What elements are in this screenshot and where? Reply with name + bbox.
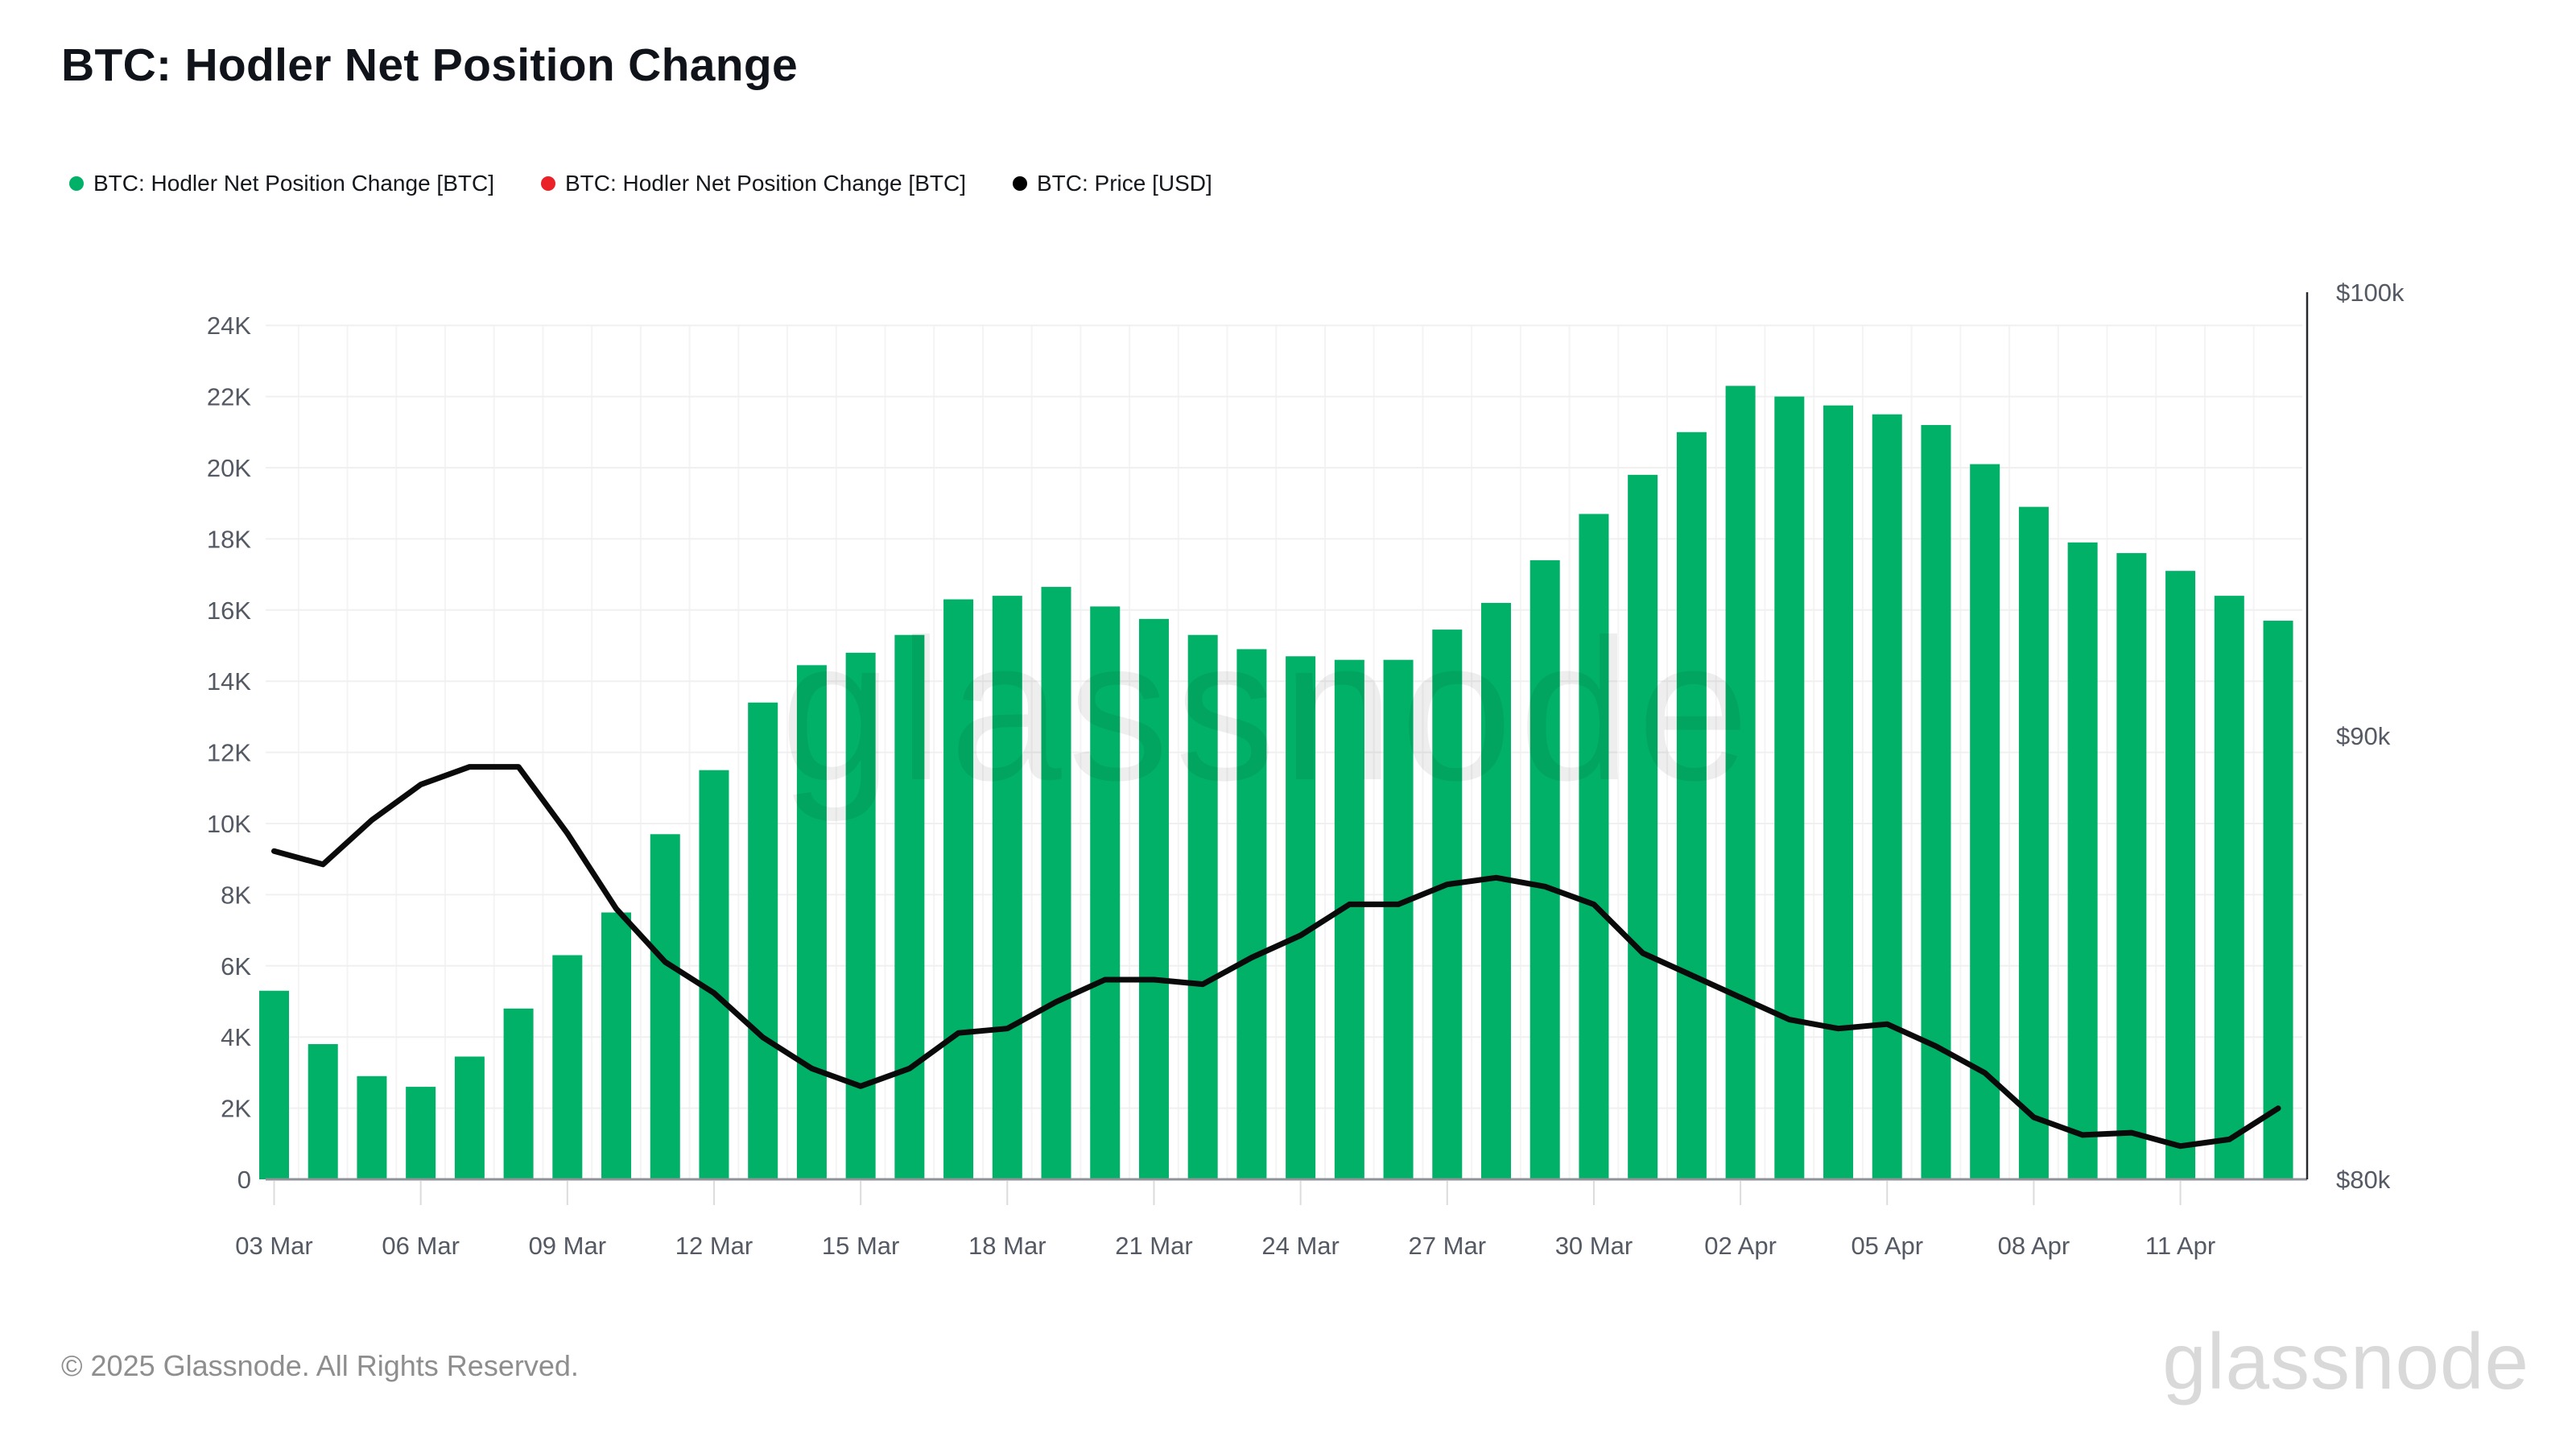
bar-23-Mar[interactable] xyxy=(1236,649,1267,1179)
bar-12-Mar[interactable] xyxy=(699,770,729,1179)
bar-29-Mar[interactable] xyxy=(1530,559,1560,1179)
x-tick-label: 15 Mar xyxy=(822,1232,899,1260)
bar-10-Mar[interactable] xyxy=(601,912,632,1180)
x-tick-label: 24 Mar xyxy=(1261,1232,1339,1260)
x-tick-label: 05 Apr xyxy=(1851,1232,1923,1260)
bar-18-Mar[interactable] xyxy=(992,596,1022,1179)
bar-01-Apr[interactable] xyxy=(1676,431,1707,1179)
bar-05-Apr[interactable] xyxy=(1872,414,1902,1179)
left-y-tick-label: 4K xyxy=(221,1023,251,1051)
bar-03-Apr[interactable] xyxy=(1774,396,1805,1180)
left-y-axis-labels: 0 2K 4K 6K 8K 10K 12K 14K 16K 18K 20K 22K 24K xyxy=(207,312,251,1194)
bar-13-Mar[interactable] xyxy=(748,702,778,1179)
bar-13-Apr[interactable] xyxy=(2263,621,2293,1179)
left-y-tick-label: 24K xyxy=(207,312,251,340)
bar-02-Apr[interactable] xyxy=(1725,386,1756,1180)
bar-09-Mar[interactable] xyxy=(552,955,583,1179)
x-tick-label: 30 Mar xyxy=(1555,1232,1633,1260)
bar-06-Apr[interactable] xyxy=(1921,424,1951,1179)
bar-27-Mar[interactable] xyxy=(1432,630,1463,1179)
x-tick-label: 03 Mar xyxy=(235,1232,312,1260)
legend-item-hodler-net-position-change-negative[interactable]: BTC: Hodler Net Position Change [BTC] xyxy=(540,171,966,196)
legend-item-btc-price[interactable]: BTC: Price [USD] xyxy=(1012,171,1212,196)
right-y-tick-label: $100k xyxy=(2336,279,2405,307)
bar-25-Mar[interactable] xyxy=(1334,659,1364,1179)
bar-11-Mar[interactable] xyxy=(650,834,680,1179)
bar-04-Apr[interactable] xyxy=(1823,405,1854,1179)
x-tick-label: 11 Apr xyxy=(2145,1232,2215,1260)
bar-04-Mar[interactable] xyxy=(308,1044,338,1179)
x-tick-label: 27 Mar xyxy=(1409,1232,1486,1260)
x-tick-label: 02 Apr xyxy=(1704,1232,1777,1260)
glassnode-watermark: glassnode xyxy=(780,597,1756,822)
x-tick-label: 21 Mar xyxy=(1115,1232,1192,1260)
legend-item-hodler-net-position-change-positive[interactable]: BTC: Hodler Net Position Change [BTC] xyxy=(69,171,494,196)
glassnode-logo: glassnode xyxy=(2162,1317,2529,1406)
left-y-tick-label: 0 xyxy=(237,1166,251,1194)
legend-black-dot-icon xyxy=(1012,176,1027,191)
bar-03-Mar[interactable] xyxy=(259,990,289,1179)
x-tick-label: 09 Mar xyxy=(529,1232,606,1260)
legend-green-dot-icon xyxy=(69,176,84,191)
bar-20-Mar[interactable] xyxy=(1090,606,1121,1179)
left-y-tick-label: 12K xyxy=(207,739,251,767)
legend-label: BTC: Hodler Net Position Change [BTC] xyxy=(93,171,494,196)
legend-label: BTC: Hodler Net Position Change [BTC] xyxy=(564,171,966,196)
bar-08-Apr[interactable] xyxy=(2018,506,2049,1179)
right-y-tick-label: $90k xyxy=(2336,722,2391,750)
bar-22-Mar[interactable] xyxy=(1187,634,1218,1179)
bar-28-Mar[interactable] xyxy=(1481,602,1511,1179)
x-tick-label: 12 Mar xyxy=(675,1232,753,1260)
x-axis-labels: 03 Mar 06 Mar 09 Mar 12 Mar 15 Mar 18 Mar 21 M… xyxy=(235,1181,2215,1260)
x-tick-label: 06 Mar xyxy=(382,1232,459,1260)
left-y-tick-label: 22K xyxy=(207,383,251,411)
bar-30-Mar[interactable] xyxy=(1579,514,1609,1179)
right-y-tick-label: $80k xyxy=(2336,1166,2391,1194)
bar-series-hodler-net-position-change[interactable] xyxy=(259,386,2293,1180)
right-y-axis-labels: $80k $90k $100k xyxy=(2336,279,2405,1194)
legend-red-dot-icon xyxy=(540,176,555,191)
left-y-tick-label: 14K xyxy=(207,667,251,696)
bar-21-Mar[interactable] xyxy=(1138,618,1169,1179)
left-y-tick-label: 18K xyxy=(207,525,251,553)
bar-07-Mar[interactable] xyxy=(454,1056,485,1179)
bar-07-Apr[interactable] xyxy=(1970,464,2000,1179)
bar-31-Mar[interactable] xyxy=(1628,474,1658,1179)
copyright-text: © 2025 Glassnode. All Rights Reserved. xyxy=(61,1349,579,1382)
bar-15-Mar[interactable] xyxy=(845,652,876,1179)
bar-05-Mar[interactable] xyxy=(357,1075,387,1179)
bar-24-Mar[interactable] xyxy=(1286,656,1316,1179)
x-tick-label: 08 Apr xyxy=(1998,1232,2070,1260)
bar-16-Mar[interactable] xyxy=(894,634,925,1179)
bar-11-Apr[interactable] xyxy=(2165,571,2196,1179)
page-title: BTC: Hodler Net Position Change xyxy=(61,39,798,91)
bar-17-Mar[interactable] xyxy=(943,599,974,1179)
bar-19-Mar[interactable] xyxy=(1041,587,1071,1179)
bar-26-Mar[interactable] xyxy=(1383,659,1414,1179)
left-y-tick-label: 6K xyxy=(221,952,251,980)
left-y-tick-label: 10K xyxy=(207,810,251,838)
price-line[interactable] xyxy=(271,764,2281,1150)
bar-12-Apr[interactable] xyxy=(2214,596,2244,1179)
legend: BTC: Hodler Net Position Change [BTC] BT… xyxy=(69,171,1212,196)
bar-14-Mar[interactable] xyxy=(796,665,827,1179)
bar-08-Mar[interactable] xyxy=(503,1008,534,1179)
bar-09-Apr[interactable] xyxy=(2067,542,2098,1179)
bar-10-Apr[interactable] xyxy=(2116,553,2147,1179)
bar-06-Mar[interactable] xyxy=(406,1087,436,1179)
legend-label: BTC: Price [USD] xyxy=(1036,171,1212,196)
left-y-tick-label: 20K xyxy=(207,454,251,482)
left-y-tick-label: 16K xyxy=(207,597,251,625)
left-y-tick-label: 8K xyxy=(221,881,251,909)
x-tick-label: 18 Mar xyxy=(968,1232,1046,1260)
left-y-tick-label: 2K xyxy=(221,1095,251,1123)
